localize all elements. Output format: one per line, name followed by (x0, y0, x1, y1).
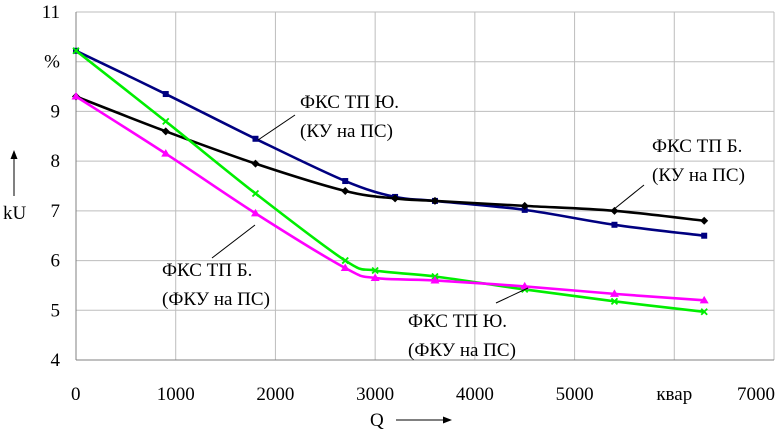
y-tick-label: 8 (51, 151, 61, 172)
data-point (610, 297, 619, 305)
data-point (342, 178, 349, 185)
annotation-leader-line (612, 184, 645, 211)
annotation-leader-line (495, 287, 529, 304)
data-point (341, 186, 350, 195)
data-point (430, 275, 440, 284)
series-line (75, 49, 705, 238)
annotation-line2: (ФКУ на ПС) (162, 289, 270, 310)
annotation-tb-ku: ФКС ТП Б. (КУ на ПС) (612, 136, 745, 211)
y-axis-label: kU (3, 203, 27, 224)
y-tick-label: 6 (51, 251, 61, 272)
y-tick-label: 9 (51, 101, 61, 122)
data-point (162, 117, 170, 126)
series-line (75, 49, 705, 314)
annotation-leader-line (211, 224, 256, 259)
x-axis-arrow-head (443, 416, 452, 424)
y-tick-label: 5 (51, 300, 61, 321)
y-tick-label: 4 (51, 350, 61, 371)
series-layer (71, 47, 709, 316)
data-point (161, 149, 171, 157)
x-axis-label-group: Q (370, 410, 452, 431)
data-point (252, 135, 259, 142)
data-point (72, 47, 80, 55)
x-tick-label: 2000 (256, 384, 294, 405)
annotations: ФКС ТП Ю. (КУ на ПС) ФКС ТП Б. (КУ на ПС… (162, 92, 745, 361)
y-axis-arrow-head (10, 150, 18, 159)
data-point (391, 194, 400, 203)
data-point (71, 92, 81, 100)
data-point (610, 206, 619, 215)
x-tick-labels: 0 1000 2000 3000 4000 5000 квар 7000 (71, 384, 775, 405)
gridlines (75, 11, 775, 361)
data-point (430, 196, 439, 205)
x-tick-label: 4000 (456, 384, 494, 405)
annotation-line1: ФКС ТП Ю. (408, 311, 507, 332)
annotation-line1: ФКС ТП Б. (162, 260, 252, 281)
data-point (162, 91, 169, 98)
data-point (250, 208, 260, 217)
data-point (341, 256, 349, 265)
y-tick-label: % (44, 52, 60, 73)
annotation-line2: (КУ на ПС) (652, 165, 745, 186)
data-point (340, 263, 350, 272)
x-tick-label: квар (656, 384, 692, 405)
data-point (699, 295, 709, 304)
x-tick-label: 7000 (737, 384, 775, 405)
annotation-line2: (КУ на ПС) (300, 121, 393, 142)
annotation-tb-fku: ФКС ТП Б. (ФКУ на ПС) (162, 224, 270, 310)
y-axis-label-group: kU (3, 150, 27, 224)
annotation-line1: ФКС ТП Ю. (300, 92, 399, 113)
data-point (370, 273, 380, 281)
x-axis-label: Q (370, 410, 384, 431)
data-point (611, 221, 618, 228)
series-2 (72, 47, 708, 316)
annotation-ty-fku: ФКС ТП Ю. (ФКУ на ПС) (408, 287, 529, 361)
series-line (75, 95, 705, 223)
y-tick-label: 11 (42, 2, 60, 23)
data-point (520, 201, 529, 210)
data-point (251, 189, 260, 198)
y-tick-label: 7 (51, 201, 61, 222)
x-tick-label: 0 (71, 384, 81, 405)
data-point (161, 127, 170, 136)
annotation-line1: ФКС ТП Б. (652, 136, 742, 157)
x-tick-label: 1000 (157, 384, 195, 405)
data-point (520, 281, 530, 290)
data-point (700, 216, 709, 225)
axes (75, 12, 774, 361)
x-tick-label: 5000 (556, 384, 594, 405)
data-point (700, 308, 708, 316)
data-point (609, 289, 619, 297)
y-tick-labels: 4 5 6 7 8 9% 11 (42, 2, 61, 371)
annotation-line2: (ФКУ на ПС) (408, 340, 516, 361)
annotation-ty-ku: ФКС ТП Ю. (КУ на ПС) (257, 92, 399, 142)
data-point (371, 266, 379, 275)
annotation-leader-line (257, 114, 296, 141)
data-point (251, 159, 260, 168)
series-3 (71, 92, 709, 304)
data-point (701, 232, 708, 239)
x-tick-label: 3000 (356, 384, 394, 405)
